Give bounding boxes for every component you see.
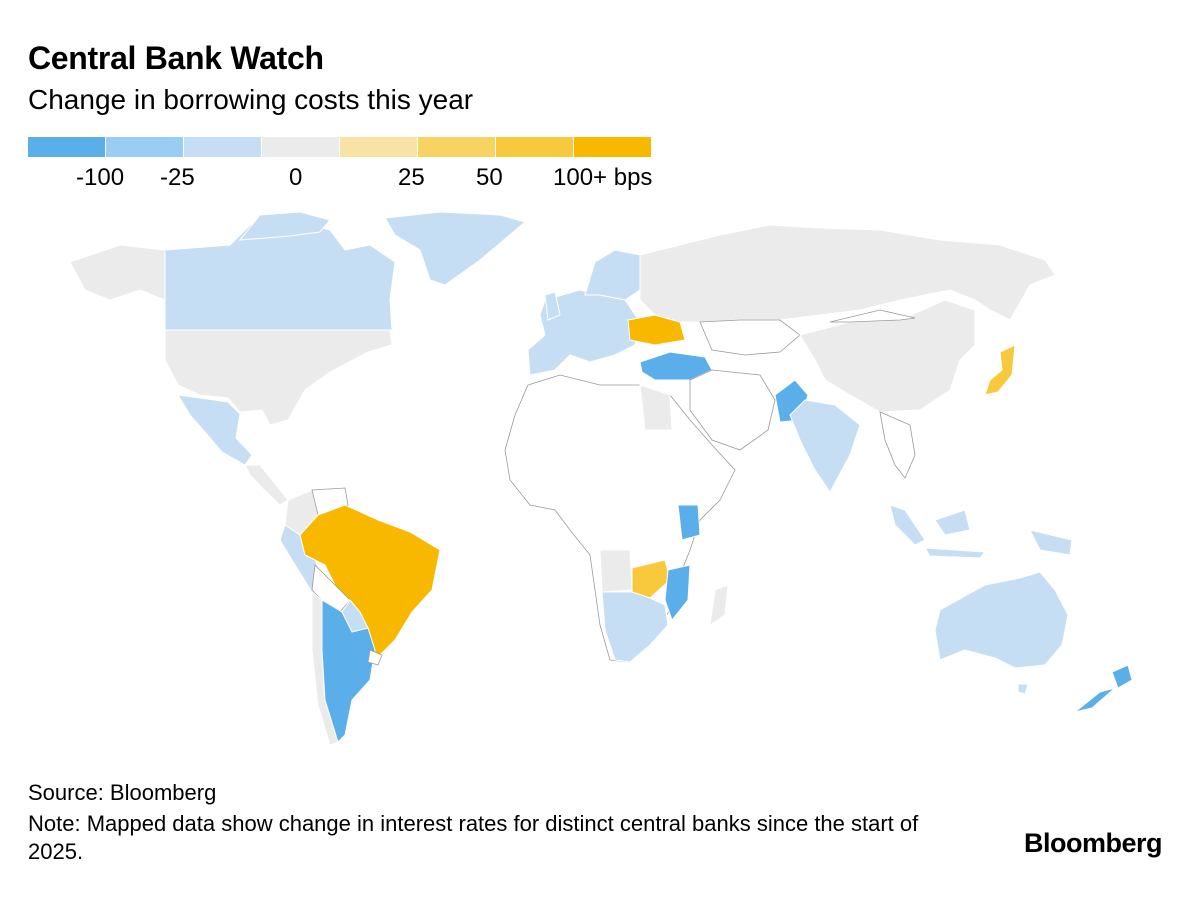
legend-swatch xyxy=(262,137,339,157)
legend-label: -100 xyxy=(76,164,125,191)
country-mexico xyxy=(177,394,253,466)
country-kazakhstan xyxy=(699,319,801,356)
chart-subtitle: Change in borrowing costs this year xyxy=(28,84,474,115)
country-tasmania xyxy=(1017,683,1029,695)
legend-swatch xyxy=(574,137,651,157)
legend-label: 0 xyxy=(289,164,303,191)
legend-label: -25 xyxy=(160,164,195,191)
country-japan xyxy=(984,344,1016,396)
country-southeast-asia xyxy=(879,411,916,479)
country-indonesia xyxy=(889,504,1073,559)
country-australia xyxy=(934,571,1069,669)
country-alaska xyxy=(69,244,166,301)
country-angola xyxy=(599,549,633,593)
country-scandinavia xyxy=(584,249,641,301)
country-uruguay xyxy=(367,649,383,666)
country-kenya xyxy=(677,504,701,541)
country-uk xyxy=(544,291,561,321)
country-russia xyxy=(639,224,1056,323)
world-map xyxy=(69,211,1133,746)
country-mongolia xyxy=(829,309,916,323)
legend-swatch xyxy=(28,137,105,157)
footnote: Note: Mapped data show change in interes… xyxy=(28,811,919,864)
country-mozambique xyxy=(664,564,691,622)
country-middle-east xyxy=(689,369,776,451)
legend-swatch xyxy=(184,137,261,157)
bloomberg-logo: Bloomberg xyxy=(1023,828,1163,858)
country-new-zealand xyxy=(1074,664,1133,713)
country-southern-africa xyxy=(601,591,669,663)
legend-swatch xyxy=(106,137,183,157)
country-argentina xyxy=(321,599,376,743)
source-note: Source: Bloomberg xyxy=(28,780,217,805)
country-europe xyxy=(527,289,641,376)
country-india xyxy=(789,399,861,493)
color-legend xyxy=(28,137,652,157)
legend-swatch xyxy=(340,137,417,157)
legend-label: 25 xyxy=(398,164,425,191)
country-zambia xyxy=(631,559,671,599)
legend-swatch xyxy=(418,137,495,157)
country-canada-arctic xyxy=(238,211,331,241)
legend-label: 100+ bps xyxy=(553,164,653,191)
chart-title: Central Bank Watch xyxy=(28,40,324,76)
country-usa xyxy=(164,329,393,426)
legend-label: 50 xyxy=(476,164,503,191)
country-canada xyxy=(164,221,396,331)
legend-swatch xyxy=(496,137,573,157)
country-egypt xyxy=(639,384,673,431)
country-brazil xyxy=(299,504,441,661)
country-central-america xyxy=(244,464,289,506)
country-greenland xyxy=(384,211,527,286)
country-madagascar xyxy=(709,584,729,627)
